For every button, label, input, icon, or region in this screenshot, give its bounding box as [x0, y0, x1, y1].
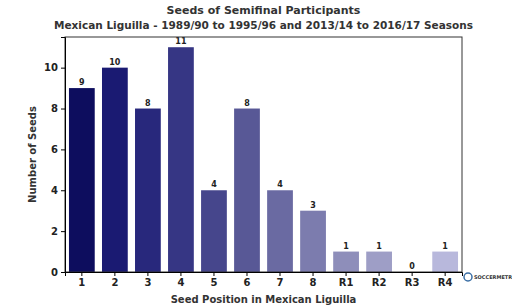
logo-icon — [464, 273, 472, 281]
y-tick: 10 — [44, 62, 65, 73]
x-tick-label: R3 — [405, 277, 420, 288]
subtitle: Mexican Liguilla - 1989/90 to 1995/96 an… — [54, 19, 473, 31]
y-axis-title: Number of Seeds — [27, 106, 38, 203]
x-tick-label: R1 — [339, 277, 354, 288]
x-tick: 2 — [111, 272, 118, 288]
bar — [366, 252, 392, 272]
data-label: 1 — [376, 242, 382, 251]
x-tick-mark — [114, 272, 115, 276]
y-tick: 2 — [51, 226, 65, 237]
x-tick-mark — [180, 272, 181, 276]
x-tick-label: R4 — [438, 277, 453, 288]
y-tick-label: 8 — [51, 103, 58, 114]
x-tick: 7 — [277, 272, 284, 288]
bars — [69, 47, 458, 272]
x-tick-label: 2 — [111, 277, 118, 288]
x-tick-mark — [412, 272, 413, 276]
x-tick-mark — [213, 272, 214, 276]
bar — [168, 47, 194, 272]
data-label: 11 — [175, 37, 187, 46]
x-tick: R1 — [339, 272, 354, 288]
x-tick-mark — [313, 272, 314, 276]
x-tick-mark — [147, 272, 148, 276]
bar — [300, 211, 326, 272]
bar — [201, 190, 227, 272]
bar — [234, 109, 260, 272]
x-tick-label: 4 — [177, 277, 184, 288]
y-tick: 4 — [51, 185, 65, 196]
plot-frame — [65, 37, 462, 272]
data-label: 4 — [211, 180, 217, 189]
y-tick-mark — [61, 190, 65, 191]
x-tick: 1 — [78, 272, 85, 288]
x-tick-mark — [346, 272, 347, 276]
y-tick: 0 — [51, 267, 65, 278]
x-tick: R4 — [438, 272, 453, 288]
x-tick: R3 — [405, 272, 420, 288]
data-label: 9 — [79, 78, 85, 87]
x-tick-mark — [445, 272, 446, 276]
data-label: 4 — [277, 180, 283, 189]
x-tick-label: R2 — [372, 277, 387, 288]
x-tick-label: 6 — [244, 277, 251, 288]
x-tick-label: 7 — [277, 277, 284, 288]
y-tick-label: 4 — [51, 185, 58, 196]
x-tick-mark — [81, 272, 82, 276]
x-tick-label: 3 — [144, 277, 151, 288]
x-axis-title: Seed Position in Mexican Liguilla — [171, 294, 357, 305]
chart: 9108114843110112345678R1R2R3R40246810See… — [0, 0, 512, 307]
data-label: 1 — [343, 242, 349, 251]
y-axis: 0 2 4 6 8 10 — [44, 38, 65, 278]
y-tick-mark — [61, 68, 65, 69]
plot: 9108114843110112345678R1R2R3R40246810 — [44, 37, 462, 288]
y-tick-label: 0 — [51, 267, 58, 278]
y-tick-label: 6 — [51, 144, 58, 155]
bar — [135, 109, 161, 272]
x-tick-mark — [280, 272, 281, 276]
data-label: 10 — [109, 58, 121, 67]
y-tick-label: 10 — [44, 62, 58, 73]
y-tick-mark — [61, 109, 65, 110]
x-tick: 3 — [144, 272, 151, 288]
bar — [333, 252, 359, 272]
x-tick: R2 — [372, 272, 387, 288]
data-label: 8 — [145, 99, 151, 108]
x-axis-line — [66, 273, 463, 277]
title: Seeds of Semifinal Participants — [167, 4, 361, 17]
bar — [102, 68, 128, 272]
x-tick: 5 — [210, 272, 217, 288]
data-label: 0 — [409, 262, 415, 271]
y-tick: 6 — [51, 144, 65, 155]
y-tick-mark — [61, 272, 65, 273]
x-tick-label: 8 — [310, 277, 317, 288]
data-label: 8 — [244, 99, 250, 108]
x-tick: 8 — [310, 272, 317, 288]
y-tick-mark — [61, 231, 65, 232]
bar — [432, 252, 458, 272]
y-tick-mark — [61, 149, 65, 150]
x-tick-label: 5 — [210, 277, 217, 288]
data-labels: 91081148431101 — [79, 37, 448, 271]
bar — [69, 88, 95, 272]
logo-text: SOCCERMETRICS — [474, 274, 512, 280]
bar — [267, 190, 293, 272]
x-tick: 4 — [177, 272, 184, 288]
x-tick-mark — [379, 272, 380, 276]
x-tick-label: 1 — [78, 277, 85, 288]
y-tick: 8 — [51, 103, 65, 114]
x-axis: 1 2 3 4 5 6 7 8 R1 R2 R3 R4 — [66, 272, 463, 288]
x-tick-mark — [246, 272, 247, 276]
y-axis-line — [61, 38, 66, 273]
data-label: 3 — [310, 201, 316, 210]
y-tick-label: 2 — [51, 226, 58, 237]
data-label: 1 — [442, 242, 448, 251]
x-tick: 6 — [244, 272, 251, 288]
